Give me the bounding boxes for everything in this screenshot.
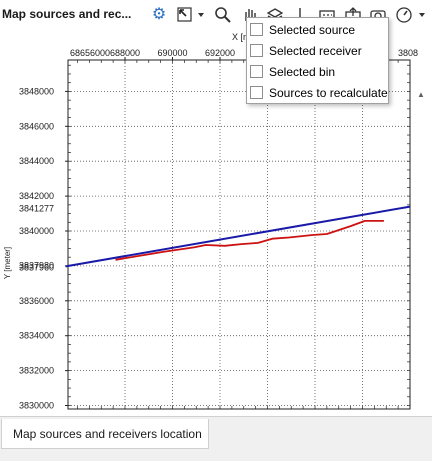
source-line	[115, 220, 384, 261]
y-tick-label: 3840000	[19, 226, 54, 236]
y-tick-label: 3837980	[19, 260, 54, 270]
menu-item-sources-to-recalculate[interactable]: Sources to recalculate	[247, 82, 388, 103]
menu-item-selected-receiver[interactable]: Selected receiver	[247, 40, 388, 61]
y-tick-label: 3836000	[19, 296, 54, 306]
receiver-line	[65, 205, 411, 268]
zoom-icon	[215, 7, 231, 23]
bottom-tab-bar: Map sources and receivers location	[0, 416, 432, 461]
menu-item-selected-source[interactable]: Selected source	[247, 19, 388, 40]
y-tick-label: 3846000	[19, 121, 54, 131]
y-tick-label: 3848000	[19, 86, 54, 96]
map-plot-area[interactable]: 6880006900006920006940006960003808686560…	[0, 30, 432, 445]
x-tick-label: 692000	[205, 48, 235, 58]
scroll-up-icon[interactable]: ▲	[417, 90, 425, 99]
region-select-dropdown[interactable]	[196, 5, 206, 25]
dropdown-arrow-icon	[198, 13, 204, 17]
y-tick-label: 3834000	[19, 331, 54, 341]
y-tick-label: 3841277	[19, 204, 54, 214]
region-select-button[interactable]	[175, 5, 195, 25]
pan-icon	[245, 9, 256, 21]
panel-header: Map sources and rec... ⚙	[0, 0, 432, 31]
x-tick-label: 688000	[110, 48, 140, 58]
gear-icon: ⚙	[151, 6, 167, 23]
y-tick-label: 3830000	[19, 401, 54, 411]
plot-frame	[67, 59, 411, 410]
selected-receiver-checkbox[interactable]	[250, 44, 263, 57]
selected-source-checkbox[interactable]	[250, 23, 263, 36]
map-chart[interactable]: 6880006900006920006940006960003808686560…	[0, 30, 432, 416]
y-axis-title: Y [meter]	[3, 247, 12, 279]
y-tick-label: 3837960	[19, 262, 54, 272]
x-tick-label: 690000	[157, 48, 187, 58]
menu-item-label: Sources to recalculate	[269, 85, 388, 100]
y-tick-label: 3844000	[19, 156, 54, 166]
menu-item-label: Selected source	[269, 22, 356, 37]
y-tick-label: 3832000	[19, 366, 54, 376]
x-tick-label: 3808	[398, 48, 418, 58]
compass-dropdown[interactable]	[416, 5, 428, 25]
zoom-button[interactable]	[213, 5, 233, 25]
tab-map-sources-receivers[interactable]: Map sources and receivers location	[1, 419, 209, 449]
menu-item-label: Selected bin	[269, 64, 336, 79]
vertical-scrollbar[interactable]: ▲ ▼	[415, 90, 429, 440]
pan-button[interactable]	[240, 5, 260, 25]
settings-button[interactable]: ⚙	[150, 5, 168, 25]
x-tick-label-overlap: 68656000	[70, 48, 110, 58]
display-options-menu: Selected source Selected receiver Select…	[246, 17, 389, 104]
panel-title: Map sources and rec...	[2, 7, 132, 21]
selected-bin-checkbox[interactable]	[250, 65, 263, 78]
dropdown-arrow-icon	[419, 13, 425, 17]
y-tick-label: 3842000	[19, 191, 54, 201]
compass-icon	[396, 7, 412, 23]
menu-item-label: Selected receiver	[269, 43, 362, 58]
menu-item-selected-bin[interactable]: Selected bin	[247, 61, 388, 82]
select-region-icon	[177, 7, 192, 22]
compass-button[interactable]	[394, 5, 414, 25]
sources-to-recalculate-checkbox[interactable]	[250, 86, 263, 99]
